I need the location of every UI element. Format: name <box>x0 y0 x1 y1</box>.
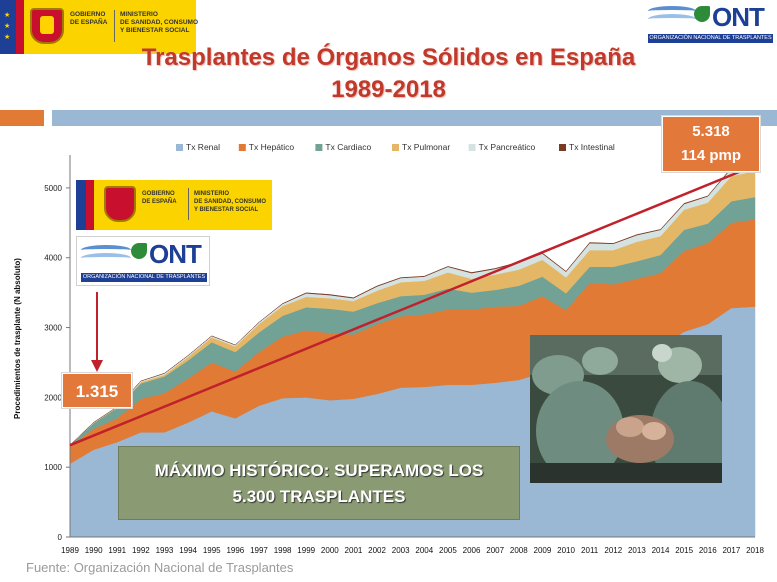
x-tick-label: 2009 <box>534 546 552 555</box>
x-tick-label: 1999 <box>297 546 315 555</box>
x-tick-label: 2012 <box>604 546 622 555</box>
x-tick-label: 2004 <box>415 546 433 555</box>
x-tick-label: 2018 <box>746 546 764 555</box>
slide-title: Trasplantes de Órganos Sólidos en España <box>141 44 636 71</box>
decorative-bar-blue <box>52 110 777 126</box>
ont-logo-name: ONT <box>712 2 765 32</box>
x-tick-label: 1993 <box>156 546 174 555</box>
legend-swatch-0 <box>176 144 183 151</box>
legend-label-2: Tx Cardiaco <box>325 142 371 152</box>
ont-logo-subtitle: ORGANIZACIÓN NACIONAL DE TRASPLANTES <box>648 34 773 43</box>
legend-label-4: Tx Pancreático <box>479 142 536 152</box>
x-tick-label: 1992 <box>132 546 150 555</box>
legend-label-0: Tx Renal <box>186 142 220 152</box>
logo-wave-icon <box>648 6 696 16</box>
legend-swatch-3 <box>392 144 399 151</box>
x-tick-label: 1990 <box>85 546 103 555</box>
start-value-callout: 1.315 <box>62 373 132 408</box>
gov-logo-text: GOBIERNO DE ESPAÑA <box>70 11 108 26</box>
x-tick-label: 2014 <box>652 546 670 555</box>
decorative-bar-orange <box>0 110 44 126</box>
ont-logo-inset: ONT ORGANIZACIÓN NACIONAL DE TRASPLANTES <box>76 236 210 286</box>
government-logo-inset: GOBIERNO DE ESPAÑA MINISTERIO DE SANIDAD… <box>76 180 272 230</box>
ministry-logo-text: MINISTERIO DE SANIDAD, CONSUMO Y BIENEST… <box>120 11 199 34</box>
coat-of-arms-icon <box>30 8 64 44</box>
logo-wave-icon <box>648 14 696 24</box>
ministry-logo-text: MINISTERIO DE SANIDAD, CONSUMO Y BIENEST… <box>194 191 267 213</box>
y-tick-label: 4000 <box>44 254 62 263</box>
ont-logo: ONT ORGANIZACIÓN NACIONAL DE TRASPLANTES <box>644 2 775 46</box>
eu-flag-icon <box>0 0 16 54</box>
x-tick-label: 1996 <box>226 546 244 555</box>
logo-wave-icon <box>81 253 131 263</box>
record-message-box: MÁXIMO HISTÓRICO: SUPERAMOS LOS 5.300 TR… <box>118 446 520 520</box>
heart-bird-icon <box>694 6 710 22</box>
logo-divider <box>188 188 189 220</box>
ont-logo-name: ONT <box>149 239 202 269</box>
legend-label-3: Tx Pulmonar <box>402 142 450 152</box>
coat-of-arms-icon <box>104 186 136 222</box>
legend-swatch-2 <box>315 144 323 151</box>
x-tick-label: 1989 <box>61 546 79 555</box>
x-tick-label: 2005 <box>439 546 457 555</box>
flag-stripe <box>16 0 24 54</box>
y-tick-label: 3000 <box>44 324 62 333</box>
record-message-line1: MÁXIMO HISTÓRICO: SUPERAMOS LOS <box>154 461 484 480</box>
x-tick-label: 2001 <box>345 546 363 555</box>
legend-swatch-1 <box>238 144 246 151</box>
flag-stripe <box>86 180 94 230</box>
legend-label-1: Tx Hepático <box>249 142 295 152</box>
peak-value-callout: 5.318 114 pmp <box>662 116 760 172</box>
eu-flag-icon <box>76 180 86 230</box>
government-logo: GOBIERNO DE ESPAÑA MINISTERIO DE SANIDAD… <box>0 0 199 54</box>
legend-swatch-5 <box>559 144 566 151</box>
heart-bird-icon <box>131 243 147 259</box>
peak-pmp: 114 pmp <box>680 147 742 164</box>
x-tick-label: 1991 <box>108 546 126 555</box>
x-tick-label: 2011 <box>581 546 599 555</box>
trend-line <box>69 167 748 447</box>
y-tick-label: 0 <box>58 533 63 542</box>
legend-swatch-4 <box>468 144 476 151</box>
x-tick-label: 2017 <box>722 546 740 555</box>
logo-wave-icon <box>81 245 131 255</box>
legend-label-5: Tx Intestinal <box>569 142 615 152</box>
x-tick-label: 2013 <box>628 546 646 555</box>
x-tick-label: 2003 <box>392 546 410 555</box>
gov-logo-text: GOBIERNO DE ESPAÑA <box>142 191 177 205</box>
slide-subtitle: 1989-2018 <box>331 76 446 103</box>
source-note: Fuente: Organización Nacional de Traspla… <box>26 560 294 575</box>
x-tick-label: 2010 <box>557 546 575 555</box>
x-tick-label: 1994 <box>179 546 197 555</box>
pointer-arrow-icon <box>91 360 103 372</box>
record-message-line2: 5.300 TRASPLANTES <box>232 487 406 506</box>
y-tick-label: 2000 <box>44 393 62 402</box>
y-tick-label: 1000 <box>44 463 62 472</box>
x-tick-label: 1995 <box>203 546 221 555</box>
logo-divider <box>114 10 115 42</box>
y-tick-label: 5000 <box>44 184 62 193</box>
x-tick-label: 2008 <box>510 546 528 555</box>
x-tick-label: 1998 <box>274 546 292 555</box>
surgery-photo <box>530 335 722 483</box>
x-tick-label: 2006 <box>463 546 481 555</box>
ont-logo-subtitle: ORGANIZACIÓN NACIONAL DE TRASPLANTES <box>81 273 207 282</box>
surgery-photo-image <box>530 335 722 483</box>
peak-value: 5.318 <box>692 123 730 140</box>
x-tick-label: 2002 <box>368 546 386 555</box>
x-tick-label: 2016 <box>699 546 717 555</box>
x-tick-label: 2015 <box>675 546 693 555</box>
x-tick-label: 1997 <box>250 546 268 555</box>
x-tick-label: 2007 <box>486 546 504 555</box>
x-tick-label: 2000 <box>321 546 339 555</box>
y-axis-label: Procedimientos de trasplante (N absoluto… <box>13 258 22 419</box>
